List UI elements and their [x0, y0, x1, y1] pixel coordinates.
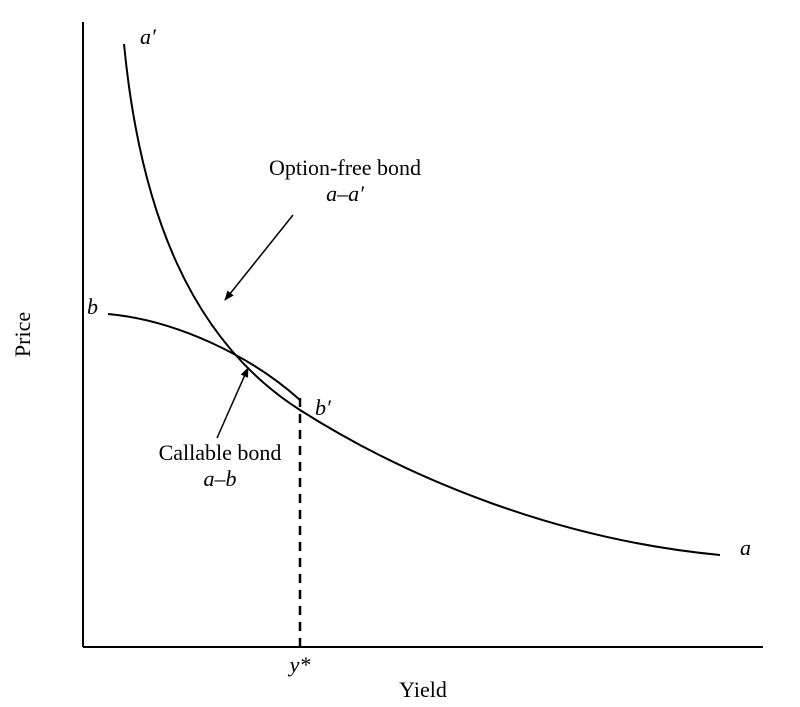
- callable-label-line2: a–b: [204, 466, 237, 491]
- callable-bond-curve: [108, 314, 300, 400]
- price-yield-chart: Price Yield y* a′ a b b′ Option-free bon…: [0, 0, 800, 707]
- label-a-prime: a′: [140, 24, 157, 49]
- arrow-callable: [217, 368, 248, 438]
- ystar-label: y*: [288, 652, 311, 677]
- arrow-option-free: [225, 215, 293, 300]
- chart-svg: Price Yield y* a′ a b b′ Option-free bon…: [0, 0, 800, 707]
- label-b-prime: b′: [315, 395, 332, 420]
- label-b: b: [87, 294, 98, 319]
- option-free-label-line1: Option-free bond: [269, 155, 421, 180]
- callable-label-line1: Callable bond: [159, 440, 282, 465]
- option-free-label-line2: a–a′: [326, 181, 365, 206]
- y-axis-label: Price: [10, 312, 35, 357]
- x-axis-label: Yield: [399, 677, 447, 702]
- label-a: a: [740, 535, 751, 560]
